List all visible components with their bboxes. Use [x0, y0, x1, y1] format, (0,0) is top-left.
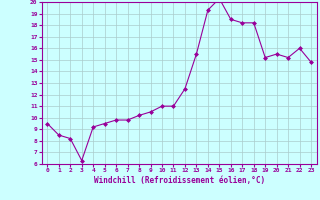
X-axis label: Windchill (Refroidissement éolien,°C): Windchill (Refroidissement éolien,°C) — [94, 176, 265, 185]
